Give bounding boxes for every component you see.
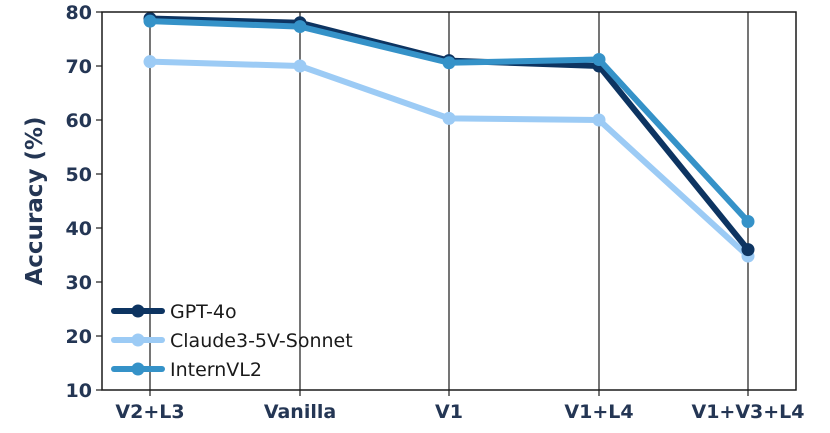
data-point-2-2 bbox=[293, 59, 307, 73]
legend-marker-2 bbox=[131, 333, 145, 347]
series-3 bbox=[143, 14, 755, 229]
grid-lines bbox=[149, 12, 749, 390]
y-axis-ticks: 10 20 30 40 50 60 70 80 bbox=[66, 2, 102, 402]
data-point-3-5 bbox=[741, 215, 755, 229]
data-point-2-1 bbox=[143, 55, 157, 69]
x-tick-label-1: V2+L3 bbox=[115, 401, 184, 423]
y-tick-label-70: 70 bbox=[66, 56, 92, 78]
x-tick-label-4: V1+L4 bbox=[564, 401, 633, 423]
legend-label-1: GPT-4o bbox=[170, 301, 237, 323]
legend-marker-1 bbox=[131, 304, 145, 318]
legend: GPT-4o Claude3-5V-Sonnet InternVL2 bbox=[111, 301, 353, 381]
x-tick-label-2: Vanilla bbox=[264, 401, 336, 423]
data-point-3-3 bbox=[442, 56, 456, 70]
data-point-3-2 bbox=[293, 20, 307, 34]
x-tick-label-3: V1 bbox=[435, 401, 463, 423]
data-point-2-3 bbox=[442, 111, 456, 125]
data-point-3-1 bbox=[143, 14, 157, 28]
legend-label-3: InternVL2 bbox=[170, 359, 262, 381]
data-point-1-5 bbox=[741, 243, 755, 257]
y-axis-label: Accuracy (%) bbox=[22, 116, 48, 285]
y-tick-label-40: 40 bbox=[66, 218, 92, 240]
y-tick-label-80: 80 bbox=[66, 2, 92, 24]
y-tick-label-60: 60 bbox=[66, 110, 92, 132]
legend-marker-3 bbox=[131, 362, 145, 376]
y-tick-label-10: 10 bbox=[66, 380, 92, 402]
y-tick-label-30: 30 bbox=[66, 272, 92, 294]
data-point-2-4 bbox=[592, 113, 606, 127]
legend-label-2: Claude3-5V-Sonnet bbox=[170, 330, 353, 352]
y-tick-label-50: 50 bbox=[66, 164, 92, 186]
series-layer bbox=[143, 11, 755, 263]
y-tick-label-20: 20 bbox=[66, 326, 92, 348]
x-axis-ticks: V2+L3 Vanilla V1 V1+L4 V1+V3+L4 bbox=[115, 390, 805, 423]
data-point-3-4 bbox=[592, 53, 606, 67]
x-tick-label-5: V1+V3+L4 bbox=[691, 401, 804, 423]
